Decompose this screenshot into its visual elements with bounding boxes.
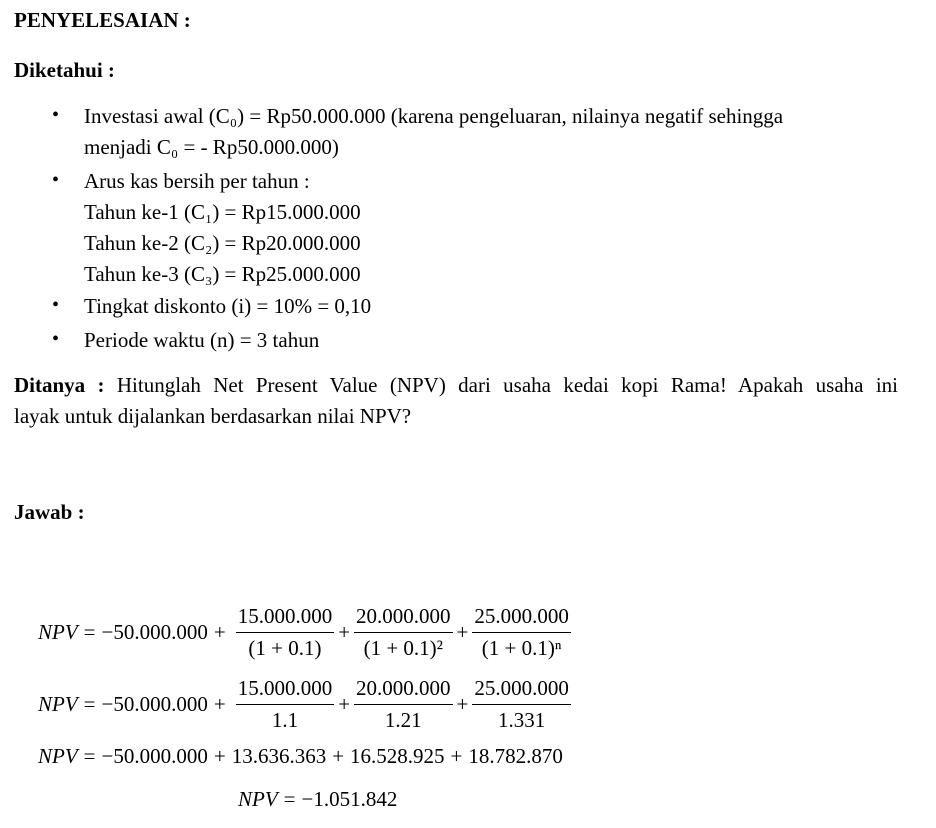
equals-sign: =: [83, 744, 96, 768]
equation-3: NPV = −50.000.000 + 13.636.363 + 16.528.925…: [38, 744, 563, 769]
list-item-initial-investment: Investasi awal (C₀) = Rp50.000.000 (kare…: [84, 104, 784, 128]
equals-sign: =: [83, 620, 96, 644]
equals-sign: =: [283, 787, 296, 811]
question-text: Hitunglah Net Present Value (NPV) dari u…: [104, 373, 898, 397]
present-value-2: 16.528.925: [350, 744, 445, 768]
plus-sign: +: [450, 744, 463, 768]
denominator: 1.331: [498, 708, 546, 732]
denominator: 1.21: [384, 708, 422, 732]
denominator: (1 + 0.1)²: [363, 636, 443, 660]
npv-symbol: NPV: [238, 787, 278, 811]
numerator: 20.000.000: [354, 604, 453, 633]
bullet-icon: •: [52, 328, 60, 350]
list-item-cash-flow: Arus kas bersih per tahun :: [84, 169, 310, 193]
present-value-1: 13.636.363: [231, 744, 327, 768]
list-item-initial-investment-cont: menjadi C₀ = - Rp50.000.000): [84, 135, 339, 159]
numerator: 25.000.000: [472, 676, 571, 705]
question-label: Ditanya :: [14, 373, 105, 397]
initial-investment-value: −50.000.000: [101, 692, 208, 716]
plus-sign: +: [332, 744, 345, 768]
fraction-year-3: 25.000.000 (1 + 0.1)ⁿ: [472, 604, 571, 661]
bullet-icon: •: [52, 294, 60, 316]
fraction-year-3: 25.000.000 1.331: [472, 676, 571, 733]
plus-sign: +: [213, 744, 226, 768]
plus-sign: +: [456, 692, 469, 716]
numerator: 15.000.000: [235, 676, 335, 705]
answer-label: Jawab :: [14, 500, 85, 524]
npv-symbol: NPV: [38, 620, 78, 644]
npv-symbol: NPV: [38, 744, 78, 768]
plus-sign: +: [338, 692, 351, 716]
fraction-year-2: 20.000.000 (1 + 0.1)²: [354, 604, 453, 661]
equation-2: NPV = −50.000.000 + 15.000.000 1.1 + 20.000…: [38, 676, 575, 733]
cash-flow-year-2: Tahun ke-2 (C₂) = Rp20.000.000: [84, 231, 361, 255]
initial-investment-value: −50.000.000: [101, 620, 208, 644]
fraction-year-2: 20.000.000 1.21: [354, 676, 453, 733]
numerator: 15.000.000: [235, 604, 335, 633]
question-paragraph: Ditanya : Hitunglah Net Present Value (N…: [14, 370, 898, 432]
list-item-discount-rate: Tingkat diskonto (i) = 10% = 0,10: [84, 294, 372, 318]
known-label: Diketahui :: [14, 58, 115, 82]
cash-flow-year-3: Tahun ke-3 (C₃) = Rp25.000.000: [84, 262, 361, 286]
fraction-year-1: 15.000.000 (1 + 0.1): [235, 604, 335, 661]
plus-sign: +: [213, 692, 226, 716]
numerator: 25.000.000: [472, 604, 571, 633]
list-item-period: Periode waktu (n) = 3 tahun: [84, 328, 320, 352]
plus-sign: +: [338, 620, 351, 644]
plus-sign: +: [456, 620, 469, 644]
plus-sign: +: [213, 620, 226, 644]
npv-result: −1.051.842: [301, 787, 398, 811]
denominator: (1 + 0.1): [248, 636, 322, 660]
equation-1: NPV = −50.000.000 + 15.000.000 (1 + 0.1) + …: [38, 604, 575, 661]
question-text-cont: layak untuk dijalankan berdasarkan nilai…: [14, 404, 412, 428]
npv-symbol: NPV: [38, 692, 78, 716]
present-value-3: 18.782.870: [468, 744, 563, 768]
fraction-year-1: 15.000.000 1.1: [235, 676, 335, 733]
section-heading: PENYELESAIAN :: [14, 8, 191, 32]
equation-result: NPV = −1.051.842: [238, 787, 397, 812]
numerator: 20.000.000: [354, 676, 453, 705]
denominator: (1 + 0.1)ⁿ: [481, 636, 562, 660]
bullet-icon: •: [52, 104, 60, 126]
initial-investment-value: −50.000.000: [101, 744, 208, 768]
bullet-icon: •: [52, 169, 60, 191]
cash-flow-year-1: Tahun ke-1 (C₁) = Rp15.000.000: [84, 200, 361, 224]
denominator: 1.1: [271, 708, 299, 732]
equals-sign: =: [83, 692, 96, 716]
